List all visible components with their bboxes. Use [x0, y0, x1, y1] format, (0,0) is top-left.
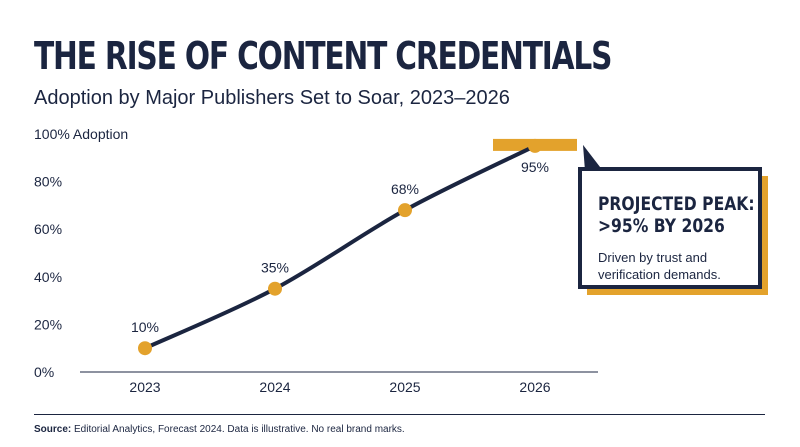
callout-box: PROJECTED PEAK: >95% BY 2026 Driven by t…: [578, 167, 762, 289]
x-tick-label: 2025: [389, 379, 420, 395]
data-point: [528, 138, 542, 153]
callout-body: Driven by trust and verification demands…: [598, 250, 721, 282]
y-tick-label: 40%: [34, 269, 62, 285]
data-label: 68%: [391, 181, 419, 197]
chart-subtitle: Adoption by Major Publishers Set to Soar…: [34, 87, 510, 109]
x-tick-label: 2023: [129, 379, 160, 395]
y-axis-label: 100% Adoption: [34, 126, 128, 142]
data-point: [398, 203, 412, 218]
x-tick-label: 2024: [259, 379, 290, 395]
y-tick-label: 0%: [34, 364, 54, 380]
source-footnote: Source: Editorial Analytics, Forecast 20…: [34, 424, 405, 435]
y-tick-label: 80%: [34, 174, 62, 190]
callout-headline: PROJECTED PEAK: >95% BY 2026: [598, 193, 755, 237]
footer-rule: [34, 414, 765, 415]
data-label: 10%: [131, 319, 159, 335]
data-label: 95%: [521, 159, 549, 175]
source-text: Editorial Analytics, Forecast 2024. Data…: [71, 424, 405, 435]
projected-peak-callout: PROJECTED PEAK: >95% BY 2026 Driven by t…: [578, 167, 768, 295]
data-point: [268, 281, 282, 296]
data-point: [138, 341, 152, 356]
callout-headline-line1: PROJECTED PEAK:: [598, 193, 755, 215]
callout-headline-line2: >95% BY 2026: [598, 215, 725, 237]
y-tick-label: 60%: [34, 221, 62, 237]
x-tick-label: 2026: [519, 379, 550, 395]
y-tick-label: 20%: [34, 316, 62, 332]
chart-title: THE RISE OF CONTENT CREDENTIALS: [34, 34, 612, 78]
adoption-series-line: [143, 143, 537, 351]
source-label: Source:: [34, 424, 72, 435]
callout-pointer: [583, 144, 603, 171]
data-label: 35%: [261, 260, 289, 276]
